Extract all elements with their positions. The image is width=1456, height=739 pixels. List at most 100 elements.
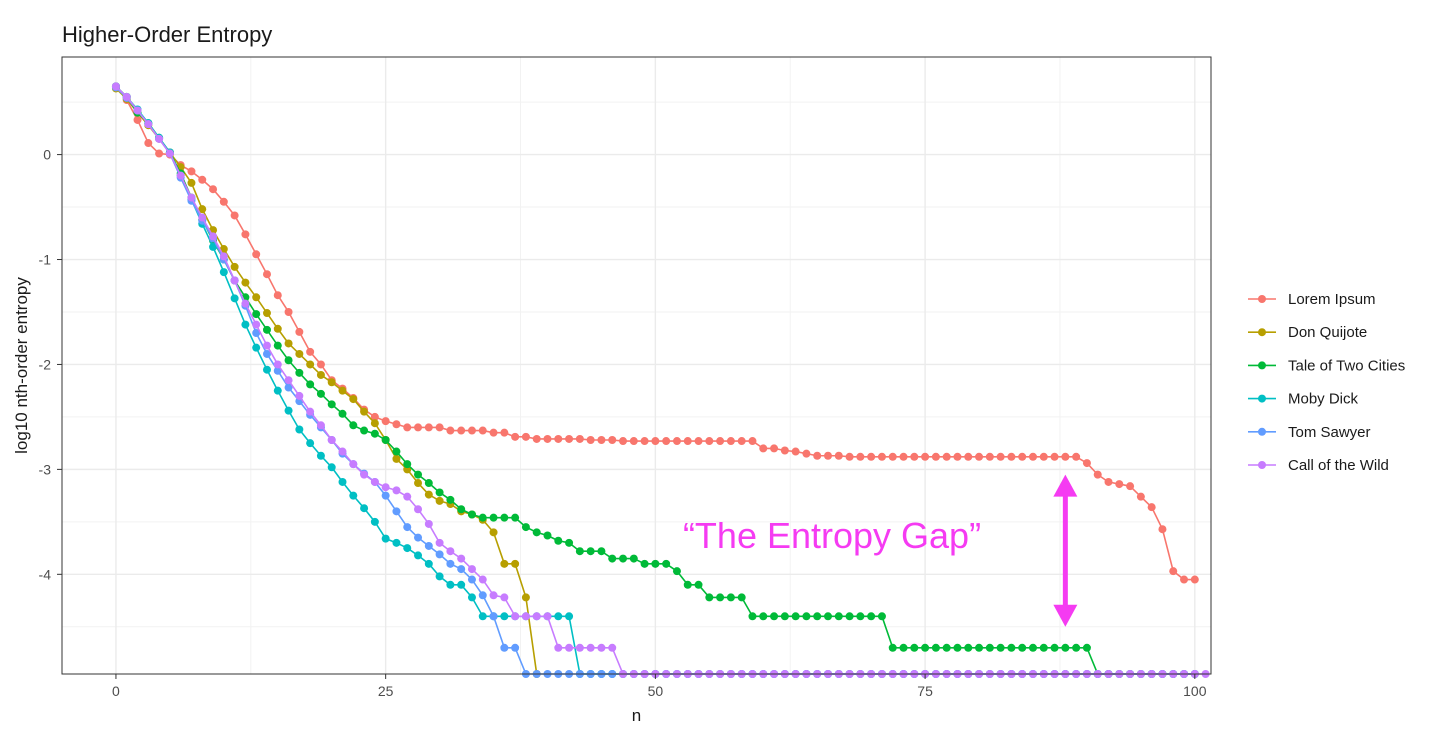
data-point (953, 643, 962, 652)
data-point (327, 400, 336, 409)
data-point (694, 580, 703, 589)
data-point (575, 643, 584, 652)
y-tick-label: -3 (39, 461, 52, 477)
data-point (813, 451, 822, 460)
data-point (133, 106, 142, 115)
y-axis-title: log10 nth-order entropy (12, 277, 31, 454)
legend-key-point (1258, 394, 1266, 403)
data-point (500, 559, 509, 568)
data-point (424, 423, 433, 432)
data-point (338, 409, 347, 418)
data-point (467, 426, 476, 435)
data-point (565, 643, 574, 652)
data-point (824, 612, 832, 621)
data-point (500, 513, 509, 522)
x-tick-label: 50 (648, 683, 664, 699)
x-tick-label: 0 (112, 683, 120, 699)
data-point (554, 612, 563, 621)
legend-label: Call of the Wild (1288, 457, 1389, 474)
entropy-gap-label: “The Entropy Gap” (683, 515, 981, 556)
data-point (478, 513, 487, 522)
data-point (316, 451, 325, 460)
x-axis-title: n (632, 706, 641, 725)
data-point (910, 452, 919, 461)
legend-label: Tom Sawyer (1288, 424, 1371, 441)
data-point (262, 270, 271, 279)
data-point (726, 437, 735, 446)
data-point (780, 612, 789, 621)
data-point (521, 432, 530, 441)
data-point (360, 470, 369, 479)
data-point (737, 593, 746, 602)
legend-label: Tale of Two Cities (1288, 357, 1405, 374)
data-point (284, 339, 293, 348)
data-point (370, 419, 379, 428)
legend: Lorem Ipsum Don Quijote Tale of Two Cities… (1248, 291, 1405, 474)
data-point (381, 436, 390, 445)
data-point (403, 544, 412, 553)
data-point (273, 341, 282, 350)
data-point (306, 380, 315, 389)
data-point (446, 580, 455, 589)
data-point (554, 643, 563, 652)
data-point (316, 370, 325, 379)
data-point (306, 347, 315, 356)
data-point (424, 479, 433, 488)
data-point (748, 612, 757, 621)
data-point (565, 434, 574, 443)
data-point (316, 360, 325, 369)
legend-item: Tom Sawyer (1248, 424, 1371, 441)
data-point (262, 325, 271, 334)
data-point (424, 559, 433, 568)
data-point (1072, 452, 1081, 461)
data-point (370, 477, 379, 486)
data-point (403, 492, 412, 501)
data-point (921, 643, 930, 652)
data-point (824, 451, 832, 460)
data-point (414, 470, 423, 479)
legend-key-point (1258, 427, 1266, 436)
data-point (1039, 452, 1048, 461)
data-point (467, 565, 476, 574)
data-point (802, 612, 811, 621)
data-point (1050, 452, 1059, 461)
data-point (187, 167, 196, 176)
data-point (370, 429, 379, 438)
data-point (467, 575, 476, 584)
data-point (705, 593, 714, 602)
data-point (219, 197, 228, 206)
x-tick-label: 100 (1183, 683, 1207, 699)
data-point (759, 444, 768, 453)
data-point (295, 327, 304, 336)
data-point (230, 211, 239, 220)
data-point (683, 580, 692, 589)
data-point (511, 432, 520, 441)
data-point (489, 513, 498, 522)
legend-key-point (1258, 461, 1266, 469)
data-point (565, 612, 574, 621)
data-point (856, 452, 865, 461)
data-point (834, 612, 843, 621)
data-point (316, 421, 325, 430)
data-point (791, 447, 800, 456)
data-point (284, 356, 293, 365)
data-point (252, 293, 261, 302)
data-point (1018, 643, 1027, 652)
data-point (1061, 643, 1070, 652)
legend-item: Moby Dick (1248, 391, 1359, 408)
data-point (521, 523, 530, 532)
series-layer (111, 82, 1210, 678)
data-point (230, 294, 239, 303)
data-point (500, 612, 509, 621)
data-point (446, 495, 455, 504)
data-point (597, 436, 606, 445)
entropy-gap-annotation: “The Entropy Gap” (683, 474, 1078, 627)
legend-item: Don Quijote (1248, 324, 1367, 341)
data-point (651, 437, 660, 446)
data-point (392, 447, 401, 456)
data-point (672, 567, 681, 576)
data-point (1180, 575, 1189, 584)
data-point (209, 242, 218, 251)
data-point (597, 547, 606, 556)
data-point (414, 423, 423, 432)
